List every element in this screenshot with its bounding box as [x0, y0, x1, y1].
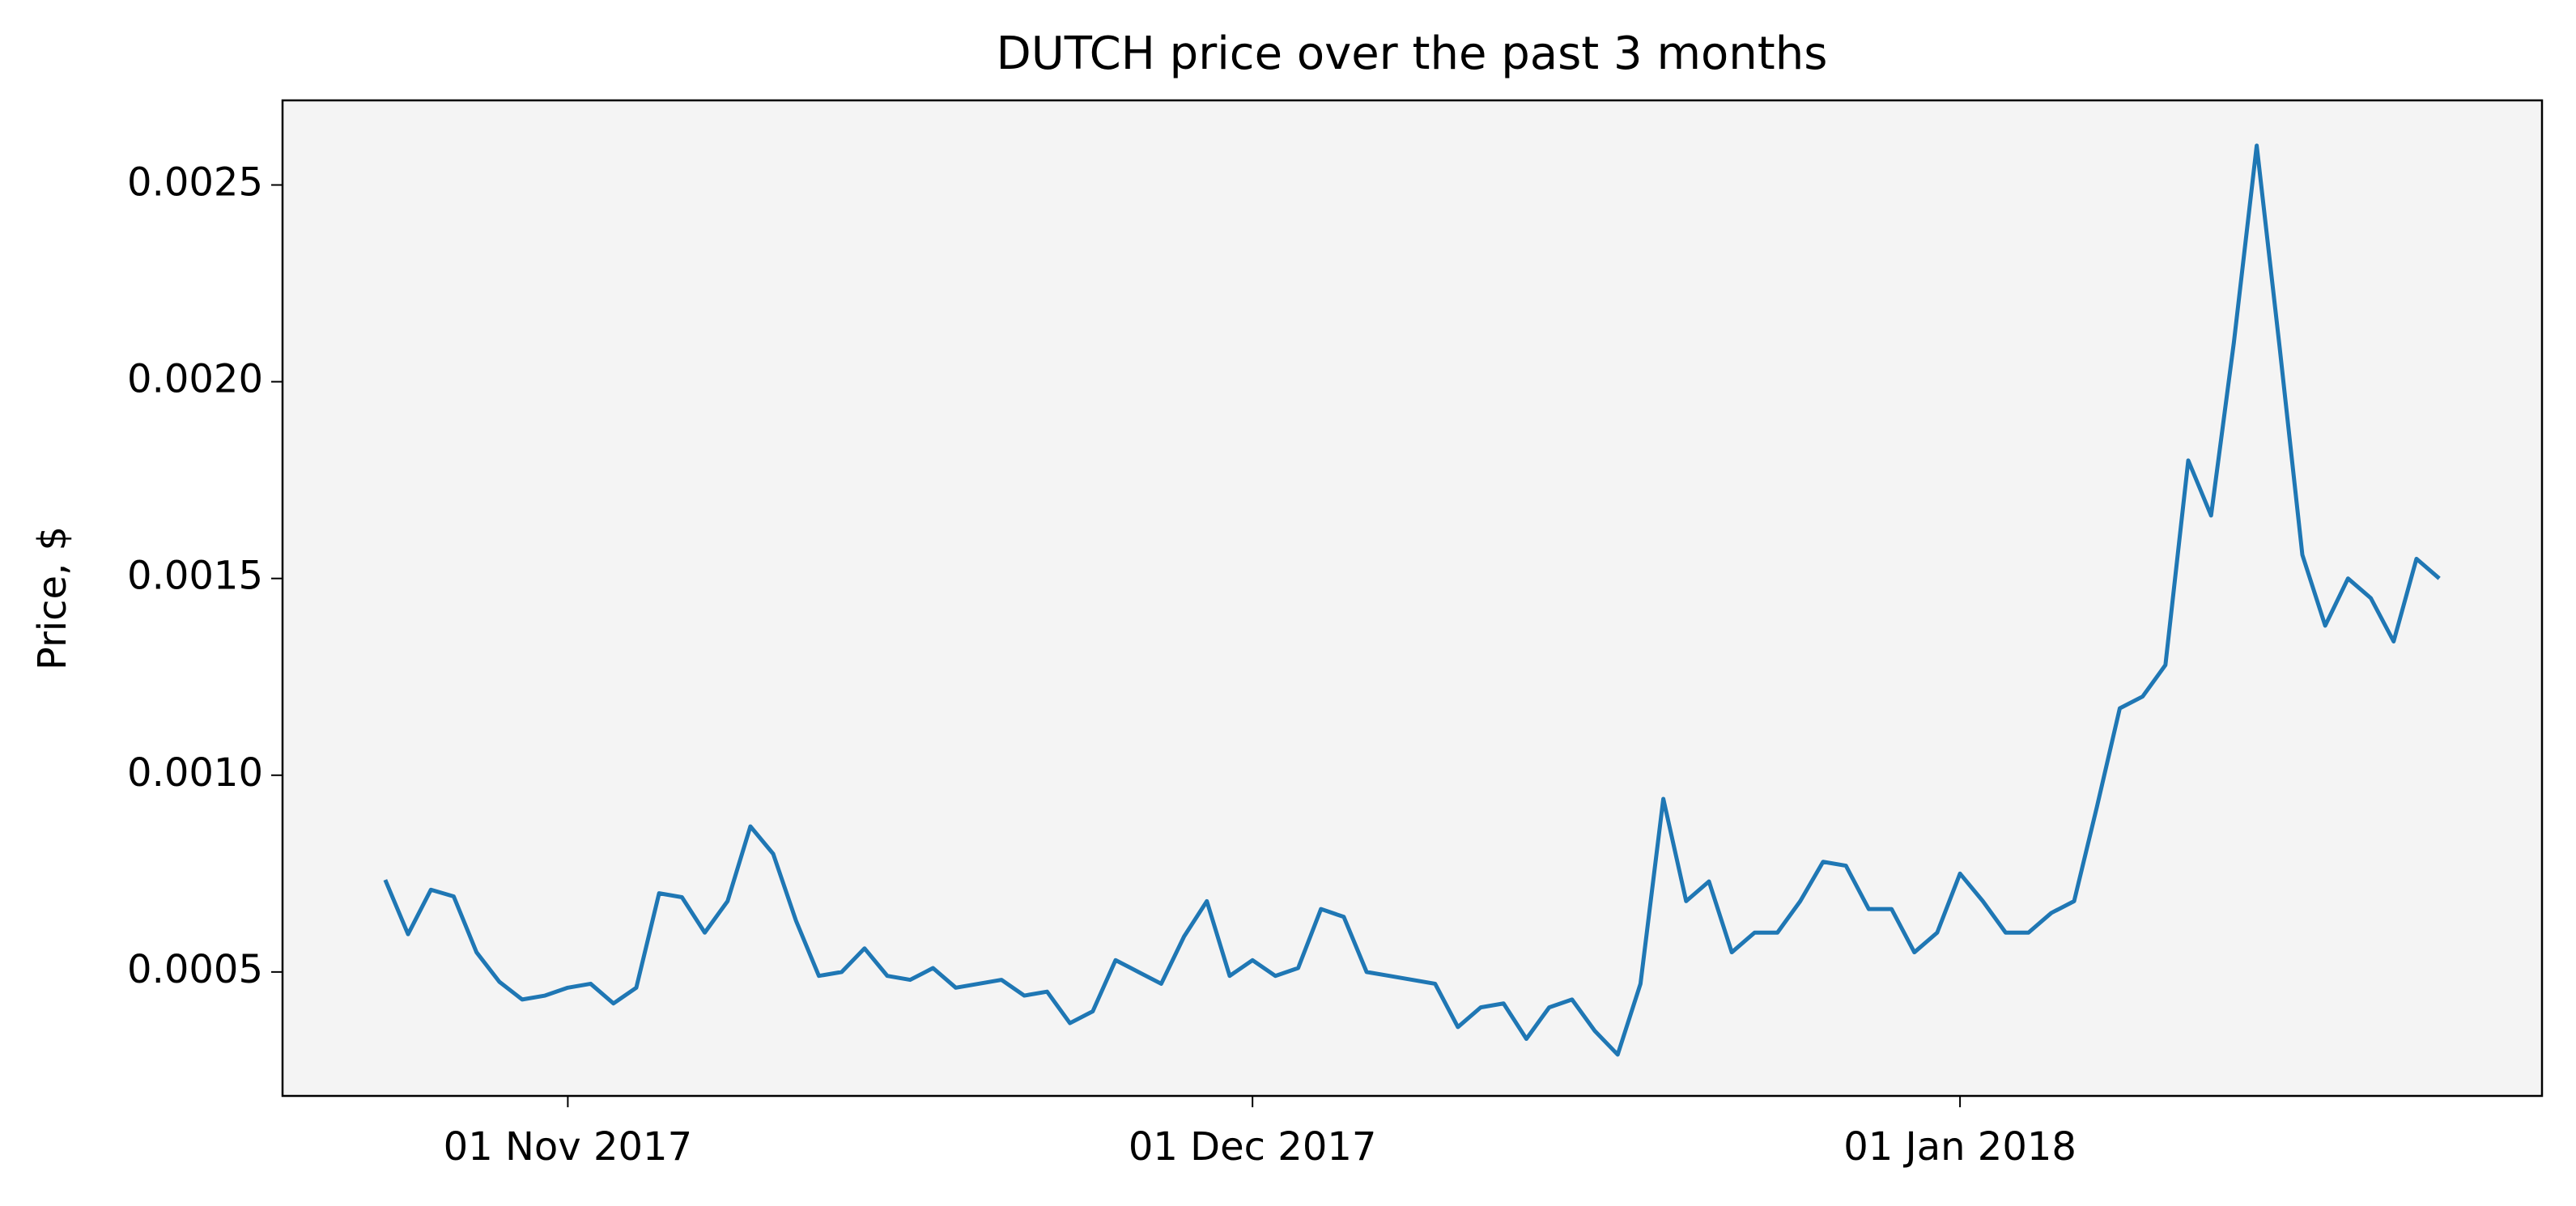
y-tick-label: 0.0015	[127, 554, 263, 599]
x-tick-label: 01 Dec 2017	[1129, 1124, 1377, 1170]
y-tick-label: 0.0020	[127, 357, 263, 402]
price-line	[383, 143, 2441, 1057]
y-tick-label: 0.0010	[127, 750, 263, 796]
x-tick-label: 01 Jan 2018	[1843, 1124, 2077, 1170]
y-tick-label: 0.0025	[127, 160, 263, 206]
plot-frame	[281, 99, 2544, 1098]
y-axis-label: Price, $	[30, 526, 75, 670]
chart-title: DUTCH price over the past 3 months	[997, 28, 1828, 80]
plot-area	[283, 100, 2542, 1096]
x-tick-label: 01 Nov 2017	[444, 1124, 692, 1170]
y-tick-label: 0.0005	[127, 947, 263, 992]
